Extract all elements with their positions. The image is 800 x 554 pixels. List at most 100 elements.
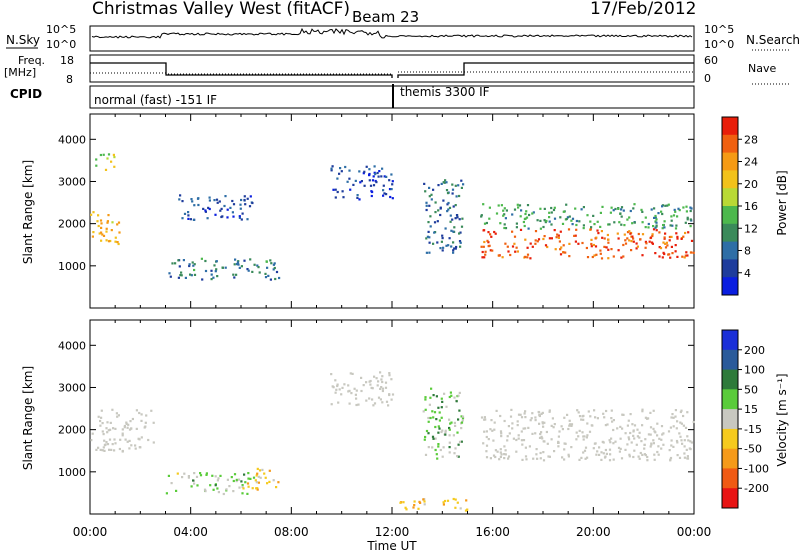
velocity-echo-cell [118, 447, 121, 451]
velocity-echo-cell [582, 438, 585, 441]
velocity-echo-cell [548, 455, 551, 458]
power-echo-cell [221, 266, 224, 269]
power-echo-cell [515, 226, 518, 229]
velocity-echo-cell [692, 420, 695, 424]
power-echo-cell [519, 228, 523, 231]
power-echo-cell [667, 203, 670, 206]
velocity-echo-cell [244, 481, 247, 484]
velocity-echo-cell [121, 432, 124, 435]
velocity-echo-cell [496, 450, 499, 453]
power-echo-cell [514, 250, 517, 253]
power-echo-cell [651, 242, 654, 245]
velocity-echo-cell [535, 448, 538, 451]
power-echo-cell [559, 216, 562, 219]
velocity-echo-cell [680, 439, 683, 442]
power-echo-cell [454, 184, 457, 187]
power-echo-cell [237, 263, 240, 266]
power-echo-cell [617, 237, 620, 240]
velocity-echo-cell [629, 413, 632, 416]
power-echo-cell [253, 263, 256, 266]
power-echo-cell [548, 237, 551, 240]
power-echo-cell [590, 226, 593, 229]
power-echo-cell [543, 235, 546, 238]
xtick-label: 20:00 [576, 525, 611, 539]
power-colorbar-label: Power [dB] [775, 170, 789, 235]
velocity-echo-cell [365, 381, 368, 384]
velocity-echo-cell [540, 431, 543, 434]
velocity-echo-cell [499, 430, 503, 433]
power-echo-cell [368, 179, 371, 182]
freq-unit: [MHz] [4, 66, 36, 79]
power-echo-cell [501, 256, 504, 259]
power-echo-cell [590, 238, 593, 241]
power-echo-cell [481, 250, 484, 254]
power-ytick-label: 4000 [58, 133, 86, 146]
velocity-echo-cell [521, 458, 524, 461]
power-echo-cell [436, 220, 439, 223]
power-echo-cell [234, 258, 237, 261]
power-echo-cell [110, 160, 113, 163]
velocity-echo-cell [621, 413, 624, 416]
velocity-echo-cell [458, 440, 462, 443]
velocity-echo-cell [584, 446, 588, 449]
velocity-echo-cell [646, 455, 649, 459]
velocity-echo-cell [256, 488, 259, 491]
velocity-echo-cell [539, 457, 542, 460]
power-echo-cell [391, 183, 394, 186]
velocity-echo-cell [435, 418, 438, 421]
power-echo-cell [100, 231, 103, 234]
velocity-echo-cell [125, 422, 128, 425]
velocity-echo-cell [638, 436, 641, 439]
beam-label: Beam 23 [352, 8, 419, 26]
power-echo-cell [452, 205, 455, 208]
velocity-echo-cell [519, 413, 522, 416]
power-echo-cell [624, 239, 627, 242]
power-echo-cell [664, 246, 668, 249]
colorbar-segment [722, 223, 738, 243]
power-echo-cell [450, 245, 453, 248]
velocity-echo-cell [563, 442, 566, 445]
velocity-echo-cell [377, 380, 380, 383]
velocity-echo-cell [586, 434, 589, 437]
power-echo-cell [539, 207, 542, 210]
power-echo-cell [565, 203, 568, 206]
power-echo-cell [506, 245, 509, 248]
nave-tick-top: 60 [704, 54, 718, 67]
velocity-echo-cell [362, 384, 365, 387]
colorbar-tick-label: -100 [744, 462, 769, 475]
power-echo-cell [603, 245, 606, 248]
power-echo-cell [118, 231, 121, 234]
power-echo-cell [246, 268, 249, 271]
velocity-echo-cell [690, 441, 693, 444]
velocity-echo-cell [530, 417, 533, 420]
power-echo-cell [240, 218, 243, 221]
power-echo-cell [269, 278, 272, 281]
velocity-echo-cell [500, 453, 503, 456]
velocity-echo-cell [390, 398, 393, 401]
velocity-echo-cell [252, 476, 256, 479]
power-echo-cell [488, 217, 491, 220]
velocity-echo-cell [459, 507, 462, 510]
power-echo-cell [678, 209, 681, 212]
power-ylabel: Slant Range [km] [21, 160, 35, 264]
velocity-echo-cell [605, 409, 608, 413]
velocity-echo-cell [610, 409, 613, 412]
velocity-echo-cell [682, 424, 685, 427]
velocity-echo-cell [636, 435, 639, 438]
velocity-echo-cell [353, 387, 356, 390]
velocity-echo-cell [434, 437, 437, 440]
power-echo-cell [684, 221, 687, 224]
velocity-echo-cell [578, 415, 582, 418]
velocity-echo-cell [578, 458, 581, 461]
velocity-echo-cell [612, 428, 615, 432]
velocity-echo-cell [147, 438, 150, 442]
velocity-echo-cell [440, 406, 443, 409]
power-echo-cell [488, 244, 491, 247]
colorbar-segment [722, 117, 738, 136]
power-echo-cell [372, 175, 375, 178]
velocity-echo-cell [388, 393, 391, 396]
power-echo-cell [663, 237, 666, 240]
power-echo-cell [454, 247, 457, 250]
power-echo-cell [376, 171, 379, 175]
